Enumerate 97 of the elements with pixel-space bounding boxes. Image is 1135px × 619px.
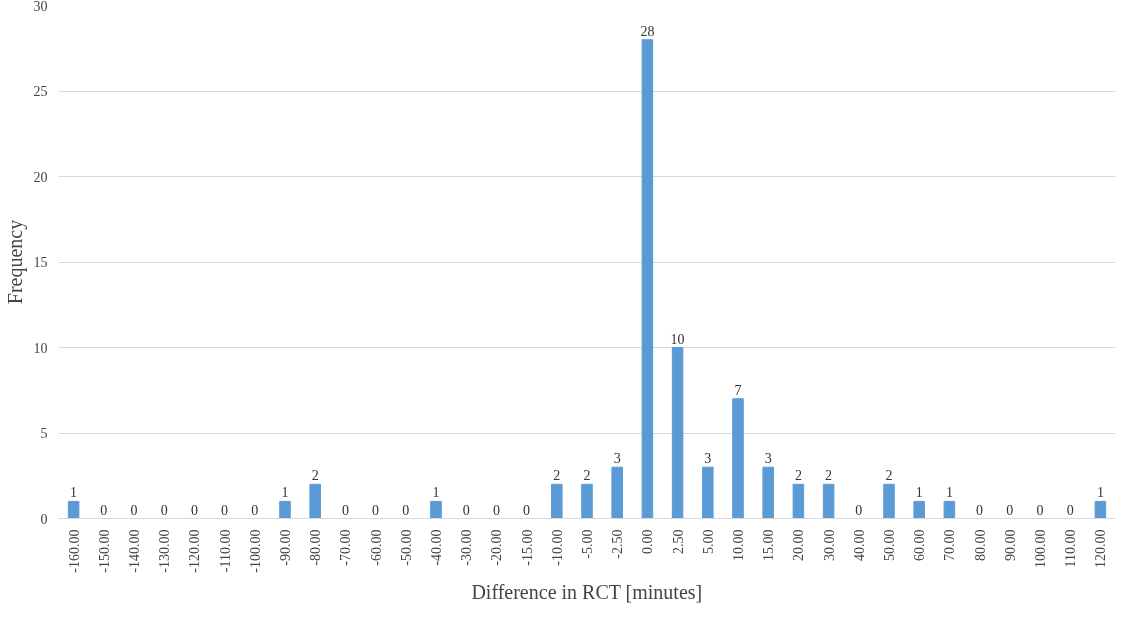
data-label: 0 — [523, 502, 531, 518]
y-tick-label: 15 — [33, 255, 48, 270]
data-label: 0 — [221, 502, 229, 518]
data-label: 2 — [583, 468, 591, 484]
x-tick-label: 5.00 — [700, 529, 716, 554]
data-label: 1 — [915, 485, 923, 501]
bar — [943, 500, 956, 519]
bar — [67, 500, 80, 519]
data-label: 0 — [160, 502, 168, 518]
data-label: 3 — [764, 451, 772, 467]
y-tick-label: 0 — [40, 511, 48, 527]
data-label: 0 — [492, 502, 500, 518]
x-tick-label: 120.00 — [1093, 529, 1109, 568]
x-tick-label: 70.00 — [942, 529, 958, 561]
bar — [581, 483, 593, 519]
data-label: 0 — [190, 502, 198, 518]
bar — [702, 466, 714, 519]
x-tick-label: -40.00 — [429, 529, 444, 566]
x-tick-label: 90.00 — [1002, 529, 1018, 561]
data-label: 1 — [281, 485, 289, 501]
bar — [309, 483, 321, 519]
x-tick-label: -160.00 — [66, 529, 82, 573]
y-tick-label: 30 — [33, 0, 48, 14]
bar — [732, 398, 744, 519]
x-tick-label: -150.00 — [96, 529, 112, 573]
data-label: 28 — [640, 23, 655, 39]
x-tick-label: 110.00 — [1063, 529, 1079, 568]
data-label: 2 — [553, 468, 561, 484]
x-tick-label: -10.00 — [549, 529, 565, 566]
x-tick-label: -100.00 — [247, 529, 263, 573]
data-label: 0 — [341, 502, 349, 518]
x-tick-label: 10.00 — [731, 529, 746, 561]
x-tick-label: 50.00 — [882, 529, 897, 561]
data-label: 1 — [70, 485, 78, 501]
data-label: 0 — [372, 502, 380, 518]
data-label: 2 — [311, 468, 319, 484]
x-tick-label: -80.00 — [308, 529, 324, 566]
x-tick-label: -2.50 — [610, 529, 626, 559]
y-tick-label: 25 — [33, 84, 48, 99]
data-label: 0 — [402, 502, 410, 518]
data-label: 0 — [100, 502, 108, 518]
x-tick-label: -90.00 — [278, 529, 293, 566]
data-label: 7 — [734, 382, 742, 398]
bar — [430, 500, 442, 519]
x-tick-label: -140.00 — [127, 529, 142, 573]
x-tick-label: 20.00 — [791, 529, 807, 561]
bar — [1094, 500, 1107, 519]
data-label: 0 — [1066, 502, 1074, 518]
x-tick-label: -70.00 — [338, 529, 354, 566]
x-tick-label: -15.00 — [519, 529, 535, 566]
data-label: 1 — [1096, 485, 1104, 501]
bar — [279, 500, 291, 519]
data-label: 0 — [462, 502, 470, 518]
bar — [883, 483, 895, 519]
x-tick-label: -50.00 — [398, 529, 414, 566]
x-tick-label: -130.00 — [157, 529, 173, 573]
data-label: 0 — [1036, 502, 1044, 518]
data-label: 2 — [825, 468, 833, 484]
data-label: 0 — [976, 502, 984, 518]
data-label: 0 — [130, 502, 138, 518]
data-label: 0 — [1006, 502, 1014, 518]
data-label: 2 — [885, 468, 893, 484]
x-tick-label: -5.00 — [580, 529, 595, 559]
x-tick-label: 100.00 — [1033, 529, 1048, 568]
x-tick-label: -20.00 — [489, 529, 505, 566]
x-tick-label: 30.00 — [821, 529, 837, 561]
x-tick-label: 40.00 — [851, 529, 867, 561]
x-tick-label: 15.00 — [761, 529, 777, 561]
x-axis-title: Difference in RCT [minutes] — [471, 580, 703, 603]
y-axis-title: Frequency — [3, 219, 27, 305]
data-label: 2 — [794, 468, 802, 484]
bar — [792, 483, 805, 519]
x-tick-label: -110.00 — [217, 529, 233, 573]
data-label: 3 — [704, 451, 712, 467]
data-label: 0 — [251, 502, 259, 518]
x-tick-label: -60.00 — [368, 529, 384, 566]
bar — [671, 347, 684, 519]
data-label: 10 — [670, 331, 685, 347]
data-label: 0 — [855, 502, 863, 518]
x-tick-label: 2.50 — [670, 529, 686, 554]
x-tick-label: -30.00 — [459, 529, 475, 566]
x-tick-label: -120.00 — [187, 529, 203, 573]
y-tick-label: 5 — [40, 426, 48, 441]
bar — [551, 483, 563, 519]
data-label: 1 — [945, 485, 953, 501]
x-tick-label: 80.00 — [972, 529, 988, 561]
y-tick-label: 20 — [33, 169, 48, 185]
data-label: 3 — [613, 451, 621, 467]
data-label: 1 — [432, 485, 440, 501]
bar — [822, 483, 835, 519]
bar — [762, 466, 774, 519]
bar — [913, 500, 925, 519]
x-tick-label: 60.00 — [912, 529, 928, 561]
bar — [641, 39, 654, 519]
y-tick-label: 10 — [33, 340, 48, 356]
x-tick-label: 0.00 — [640, 529, 656, 554]
bar — [611, 466, 623, 519]
